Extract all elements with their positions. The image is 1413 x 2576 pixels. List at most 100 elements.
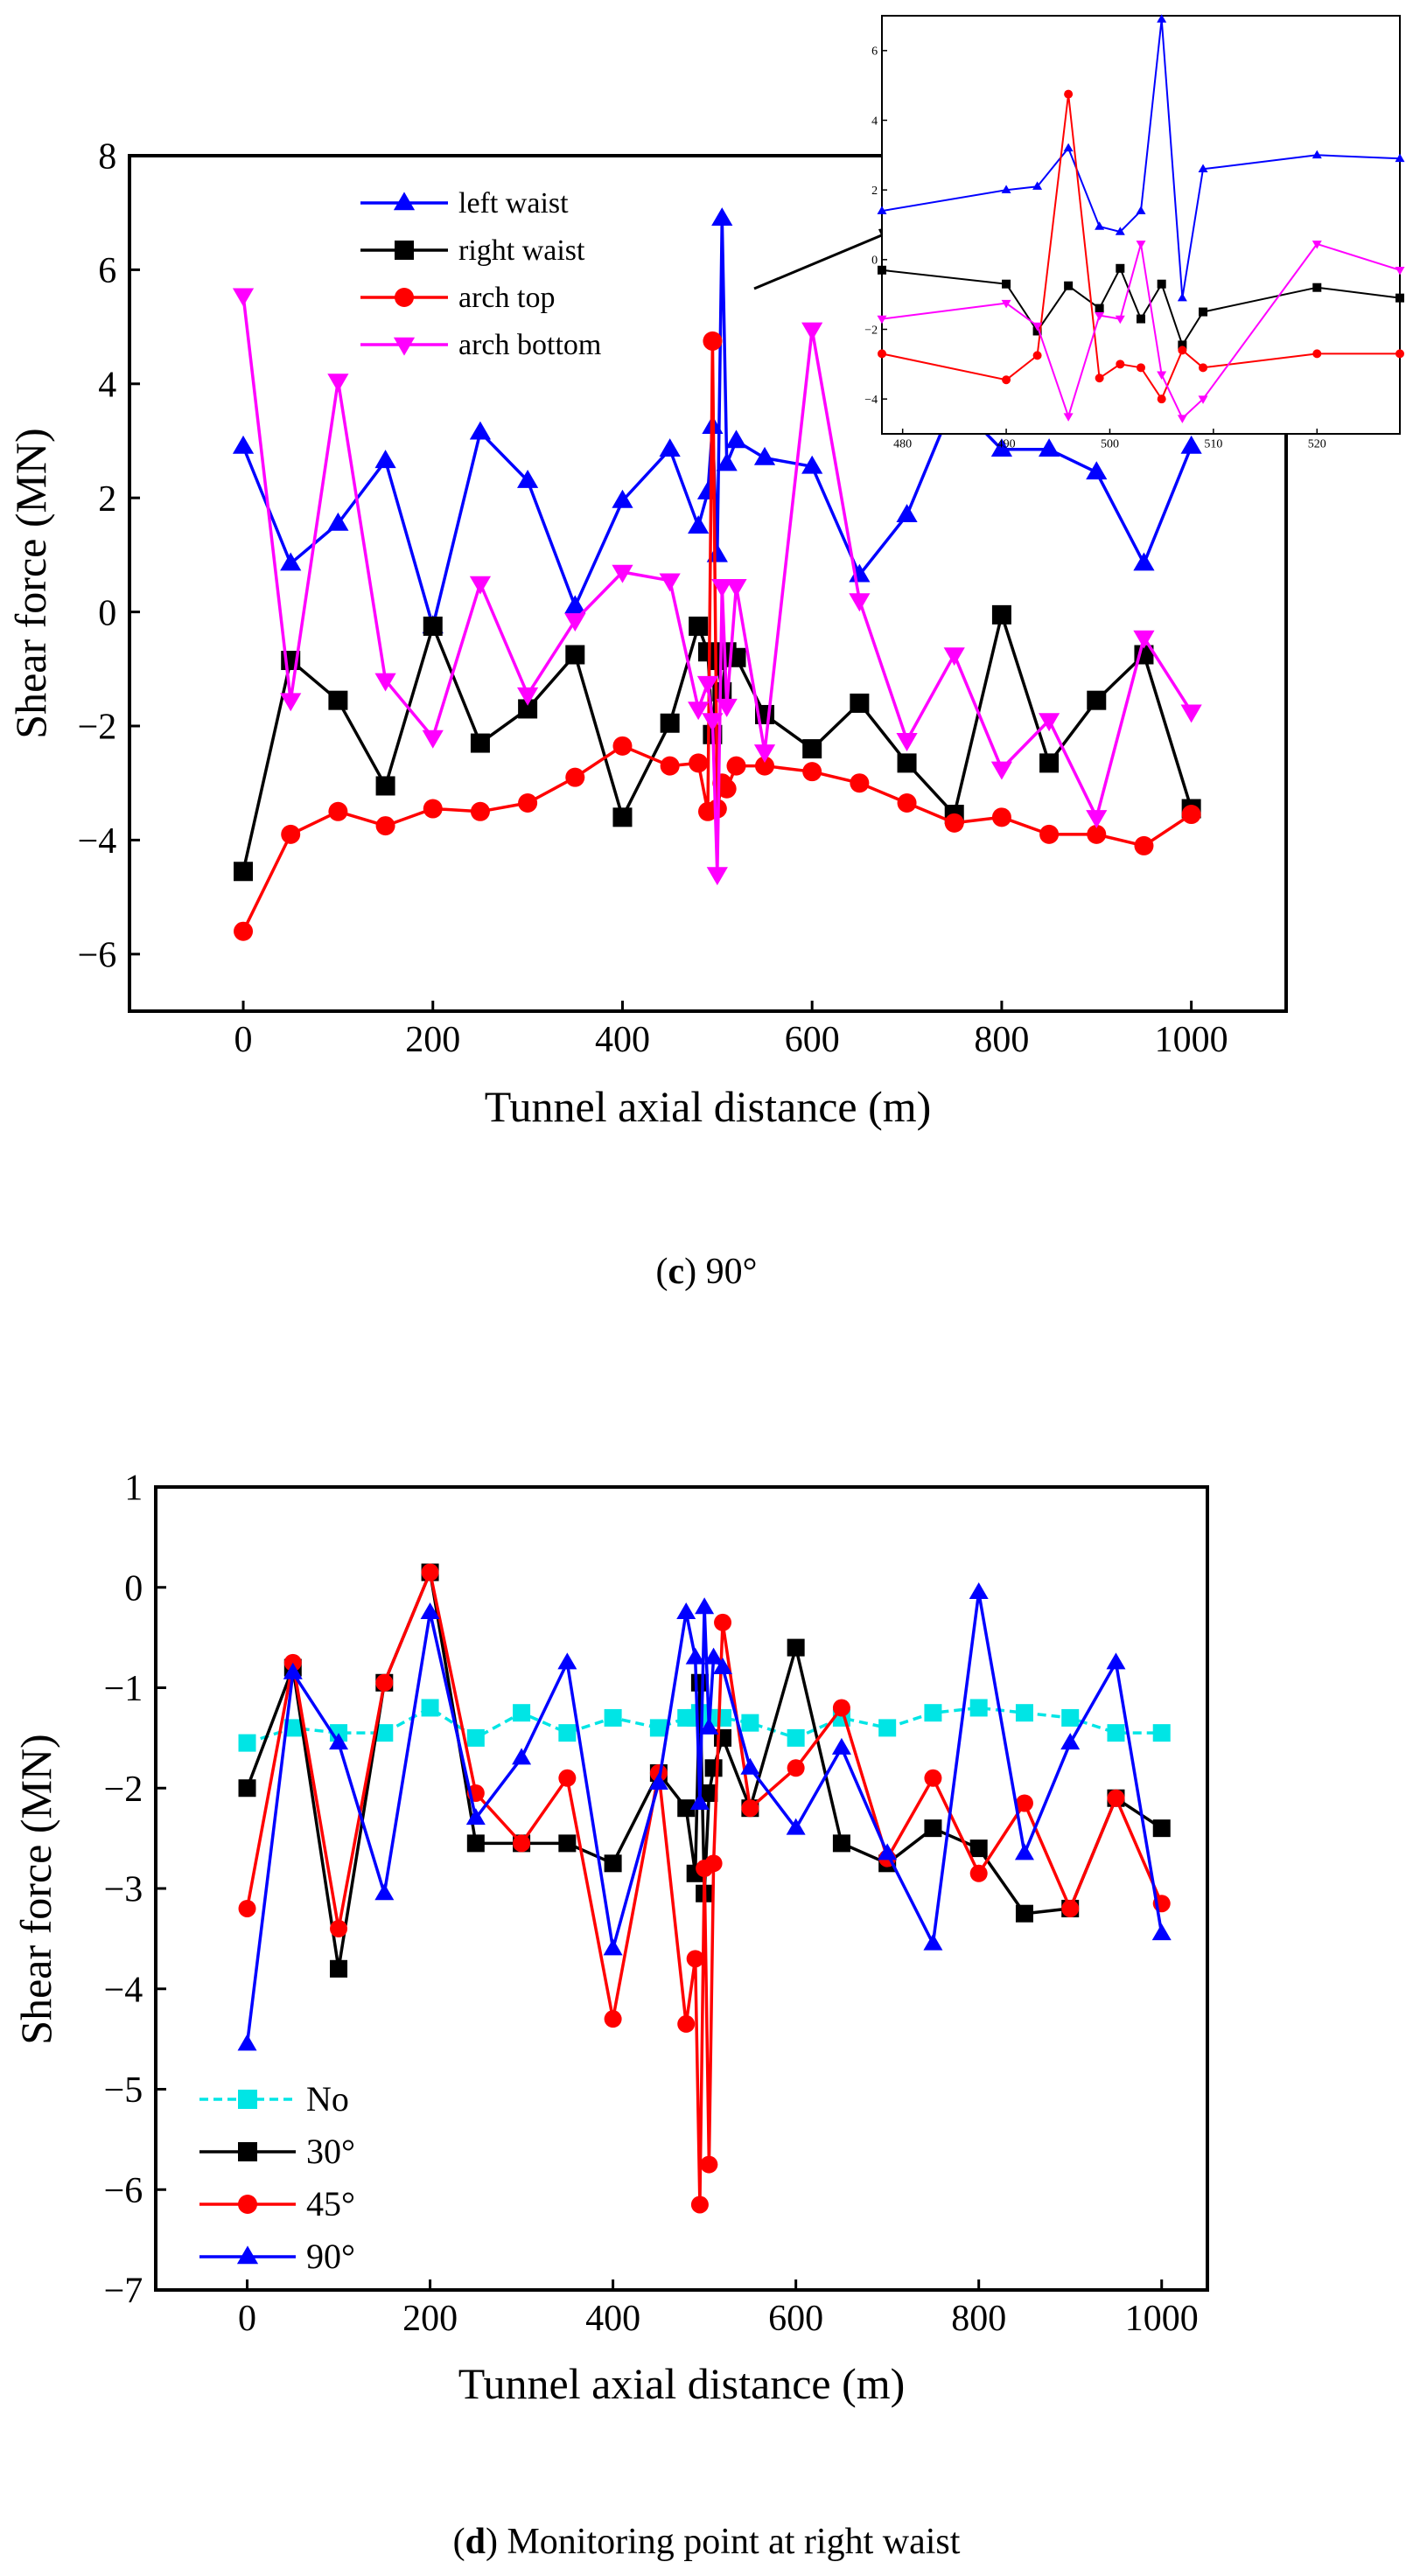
inset-series-layer — [877, 14, 1405, 423]
data-point-arch-bottom — [696, 675, 719, 695]
data-point-arch-bottom — [1180, 704, 1202, 723]
data-point-right-waist — [689, 616, 709, 636]
data-point-right-waist — [565, 645, 585, 665]
data-point-no — [1015, 1704, 1033, 1722]
legend-item-90deg: 90° — [199, 2237, 355, 2276]
data-point-30deg — [604, 1854, 622, 1873]
data-point-arch-top — [1178, 346, 1187, 355]
inset-ticks: 480 490 500 510 520 −4 −2 0 2 4 6 — [864, 45, 1326, 451]
legend-label: arch top — [458, 282, 555, 314]
y-tick-label: 4 — [98, 366, 116, 406]
data-point-45deg — [832, 1699, 850, 1717]
y-tick-label: 1 — [124, 1469, 143, 1509]
data-point-90deg — [512, 1748, 532, 1765]
data-point-90deg — [329, 1733, 349, 1750]
data-point-arch-top — [375, 816, 395, 836]
data-point-no — [714, 1708, 732, 1727]
data-point-left-waist — [659, 438, 681, 457]
panel-c-x-axis-label: Tunnel axial distance (m) — [485, 1082, 932, 1131]
legend-swatch-marker — [238, 2090, 257, 2109]
data-point-left-waist — [232, 435, 255, 454]
data-point-left-waist — [1086, 461, 1108, 480]
data-point-left-waist — [1180, 435, 1202, 454]
data-point-45deg — [558, 1769, 577, 1787]
data-point-right-waist — [518, 699, 538, 719]
data-point-90deg — [283, 1662, 303, 1679]
data-point-arch-top — [281, 824, 301, 844]
data-point-arch-bottom — [422, 730, 444, 749]
data-point-right-waist — [1039, 753, 1060, 773]
data-point-arch-top — [1312, 349, 1322, 359]
data-point-arch-top — [423, 799, 443, 819]
legend-label: right waist — [458, 234, 585, 267]
data-point-right-waist — [1312, 283, 1322, 292]
data-point-45deg — [1061, 1899, 1080, 1917]
data-point-arch-top — [470, 801, 490, 821]
x-tick-label: 600 — [768, 2299, 823, 2339]
legend-item-45deg: 45° — [199, 2184, 355, 2223]
data-point-arch-bottom — [564, 613, 586, 632]
y-tick-label: 6 — [98, 251, 116, 291]
data-point-arch-bottom — [1133, 630, 1155, 649]
panel-c-y-axis-label: Shear force (MN) — [6, 428, 55, 738]
panel-c-caption-letter: c — [668, 1252, 685, 1292]
data-point-45deg — [787, 1759, 805, 1777]
data-point-arch-top — [1032, 351, 1042, 360]
data-point-arch-top — [612, 736, 633, 756]
data-point-no — [649, 1719, 668, 1737]
data-point-arch-bottom — [753, 744, 776, 763]
data-point-left-waist — [896, 504, 918, 523]
data-point-no — [924, 1704, 942, 1722]
data-point-45deg — [741, 1799, 759, 1818]
series-right-waist — [878, 263, 1404, 350]
data-point-left-waist — [612, 489, 633, 508]
data-point-90deg — [648, 1773, 668, 1791]
data-point-45deg — [690, 2196, 709, 2214]
data-point-left-waist — [753, 446, 776, 465]
data-point-arch-bottom — [877, 315, 887, 325]
panel-c-zoom-inset: 480 490 500 510 520 −4 −2 0 2 4 6 — [864, 14, 1405, 451]
series-45deg — [238, 1563, 1171, 2214]
data-point-arch-top — [755, 756, 775, 776]
panel-d-right-waist: 0 200 400 600 800 1000 −7 −6 −5 −4 −3 −2 −1 0 1 Tunnel… — [11, 1469, 1209, 2408]
data-point-90deg — [1151, 1923, 1172, 1941]
y-tick-label: 0 — [124, 1568, 143, 1609]
data-point-left-waist — [801, 455, 823, 474]
series-line-right-waist — [881, 267, 1401, 346]
data-point-left-waist — [706, 543, 728, 562]
panel-d-series-layer — [237, 1563, 1172, 2214]
panel-d-ticks: 0 200 400 600 800 1000 −7 −6 −5 −4 −3 −2 −1 0 1 — [104, 1469, 1199, 2340]
data-point-left-waist — [725, 429, 747, 449]
data-point-arch-bottom — [706, 867, 728, 886]
x-tick-label: 490 — [997, 437, 1016, 450]
data-point-right-waist — [1116, 263, 1125, 273]
data-point-left-waist — [1177, 292, 1187, 302]
data-point-30deg — [330, 1959, 348, 1978]
x-tick-label: 200 — [402, 2299, 458, 2339]
y-tick-label: −4 — [864, 394, 878, 407]
data-point-no — [1061, 1708, 1080, 1727]
data-point-arch-bottom — [327, 373, 349, 393]
data-point-90deg — [1106, 1652, 1126, 1670]
data-point-left-waist — [1312, 150, 1322, 159]
panel-c-caption: (c) 90° — [655, 1252, 758, 1292]
data-point-arch-bottom — [896, 733, 918, 751]
y-tick-label: 2 — [871, 185, 878, 198]
data-point-arch-bottom — [943, 647, 965, 667]
data-point-right-waist — [1199, 307, 1208, 317]
y-tick-label: 8 — [98, 137, 116, 178]
data-point-arch-bottom — [1157, 371, 1167, 380]
x-tick-label: 480 — [893, 437, 912, 450]
x-tick-label: 400 — [585, 2299, 640, 2339]
data-point-right-waist — [423, 616, 443, 636]
data-point-right-waist — [1157, 279, 1166, 289]
data-point-left-waist — [327, 512, 349, 531]
data-point-right-waist — [1087, 690, 1107, 710]
panel-c-shear-force-90deg: 0 200 400 600 800 1000 −6 −4 −2 0 2 4 6 8 Tunnel axia… — [6, 14, 1405, 1131]
legend-label: 45° — [306, 2184, 355, 2223]
data-point-right-waist — [1396, 293, 1404, 303]
data-point-arch-top — [234, 921, 254, 941]
x-tick-label: 500 — [1101, 437, 1119, 450]
series-line-arch-top — [881, 93, 1400, 401]
